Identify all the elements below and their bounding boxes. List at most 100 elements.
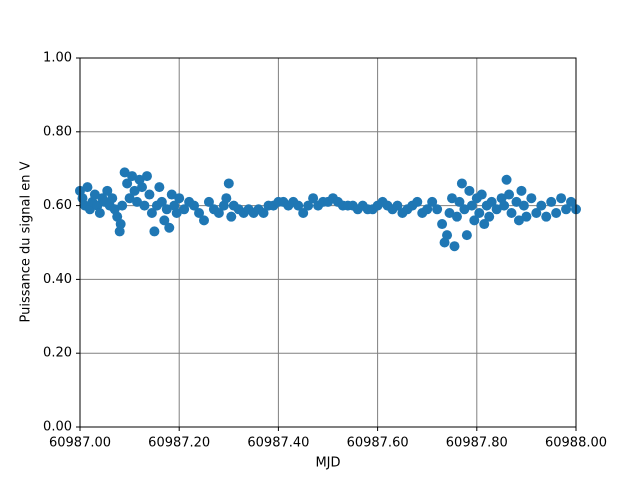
point	[161, 204, 172, 215]
point	[469, 215, 480, 226]
point	[146, 207, 157, 218]
point	[102, 185, 113, 196]
marks	[75, 167, 581, 252]
point	[412, 196, 423, 207]
point	[164, 222, 175, 233]
point	[531, 207, 542, 218]
point	[561, 204, 572, 215]
point	[171, 207, 182, 218]
point	[513, 215, 524, 226]
x-tick-label: 60987.60	[347, 436, 409, 451]
point	[144, 189, 155, 200]
point	[437, 219, 448, 230]
point	[521, 211, 532, 222]
point	[392, 200, 403, 211]
point	[179, 204, 190, 215]
point	[422, 204, 433, 215]
y-tick-label: 0.20	[43, 346, 72, 361]
point	[293, 200, 304, 211]
point	[94, 207, 105, 218]
point	[303, 200, 314, 211]
point	[461, 230, 472, 241]
point	[566, 196, 577, 207]
y-tick-label: 0.00	[43, 420, 72, 435]
point	[203, 196, 214, 207]
y-tick-label: 0.60	[43, 198, 72, 213]
point	[107, 193, 118, 204]
point	[447, 193, 457, 204]
point	[464, 185, 475, 196]
point	[432, 204, 443, 215]
x-tick-label: 60987.40	[247, 436, 309, 451]
point	[298, 207, 309, 218]
point	[504, 189, 515, 200]
point	[546, 196, 557, 207]
point	[132, 196, 143, 207]
x-axis-label: MJD	[315, 456, 340, 471]
point	[226, 211, 237, 222]
point	[82, 182, 93, 193]
point	[449, 241, 460, 252]
point	[486, 196, 497, 207]
point	[258, 207, 269, 218]
point	[308, 193, 319, 204]
point	[129, 185, 140, 196]
point	[166, 189, 177, 200]
point	[114, 226, 125, 237]
plot-frame	[79, 57, 577, 428]
point	[551, 207, 562, 218]
point	[536, 200, 547, 211]
point	[119, 167, 130, 178]
x-tick-label: 60988.00	[545, 436, 607, 451]
point	[115, 219, 126, 230]
point	[154, 182, 165, 193]
point	[124, 193, 135, 204]
point	[491, 204, 502, 215]
point	[199, 215, 209, 226]
point	[213, 207, 224, 218]
point	[189, 200, 200, 211]
point	[141, 171, 152, 182]
point	[127, 171, 138, 182]
point	[159, 215, 170, 226]
point	[149, 226, 160, 237]
point	[516, 185, 527, 196]
point	[518, 200, 529, 211]
point	[501, 174, 512, 185]
y-tick-label: 1.00	[43, 51, 72, 66]
point	[474, 207, 485, 218]
point	[456, 178, 467, 189]
x-tick-label: 60987.20	[148, 436, 210, 451]
point	[156, 196, 167, 207]
point	[511, 196, 522, 207]
point	[444, 207, 455, 218]
point	[484, 211, 495, 222]
x-tick-label: 60987.80	[446, 436, 508, 451]
point	[459, 204, 470, 215]
point	[442, 230, 453, 241]
point	[556, 193, 567, 204]
point	[541, 211, 552, 222]
point	[223, 178, 234, 189]
y-axis-label: Puissance du signal en V	[19, 161, 34, 322]
point	[137, 182, 147, 193]
point	[221, 193, 232, 204]
point	[117, 200, 128, 211]
point	[194, 207, 205, 218]
point	[174, 193, 185, 204]
point	[122, 178, 133, 189]
point	[89, 189, 100, 200]
y-tick-label: 0.40	[43, 272, 72, 287]
point	[454, 196, 465, 207]
point	[499, 200, 510, 211]
y-tick-label: 0.80	[43, 124, 72, 139]
point	[139, 200, 150, 211]
point	[427, 196, 438, 207]
point	[476, 189, 487, 200]
point	[526, 193, 537, 204]
x-tick-label: 60987.00	[49, 436, 111, 451]
point	[479, 219, 490, 230]
point	[451, 211, 462, 222]
